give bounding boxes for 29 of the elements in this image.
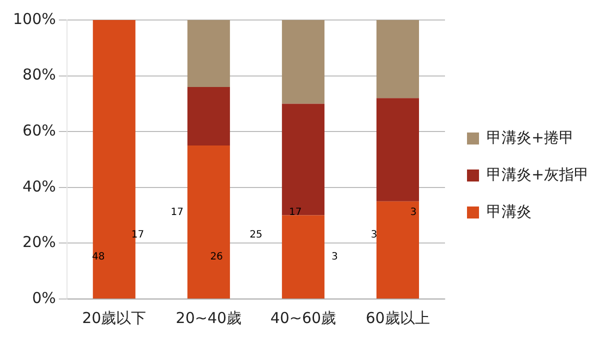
y-tick-label: 0% bbox=[32, 288, 56, 307]
y-tick-label: 80% bbox=[22, 66, 56, 84]
bar bbox=[376, 201, 420, 298]
bar bbox=[187, 86, 230, 146]
annotation: 3 bbox=[370, 229, 378, 240]
annotation: 26 bbox=[210, 252, 223, 263]
bar bbox=[282, 104, 324, 216]
legend-label: 甲溝炎 bbox=[486, 202, 532, 220]
x-tick-label: 20歲以下 bbox=[82, 308, 146, 327]
x-tick-label: 60歲以上 bbox=[366, 308, 430, 327]
bar bbox=[187, 20, 230, 87]
bar bbox=[282, 215, 324, 298]
y-tick-label: 20% bbox=[22, 233, 56, 252]
bar bbox=[376, 98, 420, 202]
y-tick-label: 100% bbox=[12, 10, 56, 28]
bar bbox=[376, 20, 420, 98]
annotation: 25 bbox=[250, 229, 262, 240]
bar bbox=[187, 146, 230, 298]
annotation: 3 bbox=[332, 252, 338, 263]
annotation: 17 bbox=[288, 207, 302, 218]
annotation: 3 bbox=[410, 207, 417, 218]
x-tick-label: 20~40歲 bbox=[176, 308, 242, 327]
y-tick-label: 40% bbox=[22, 177, 56, 196]
bar bbox=[282, 20, 324, 104]
legend-label: 甲溝炎+灰指甲 bbox=[486, 165, 590, 184]
y-tick-label: 60% bbox=[22, 121, 56, 140]
x-tick-label: 40~60歲 bbox=[270, 308, 336, 327]
legend-label: 甲溝炎+捲甲 bbox=[486, 128, 574, 146]
annotation: 17 bbox=[170, 207, 184, 218]
